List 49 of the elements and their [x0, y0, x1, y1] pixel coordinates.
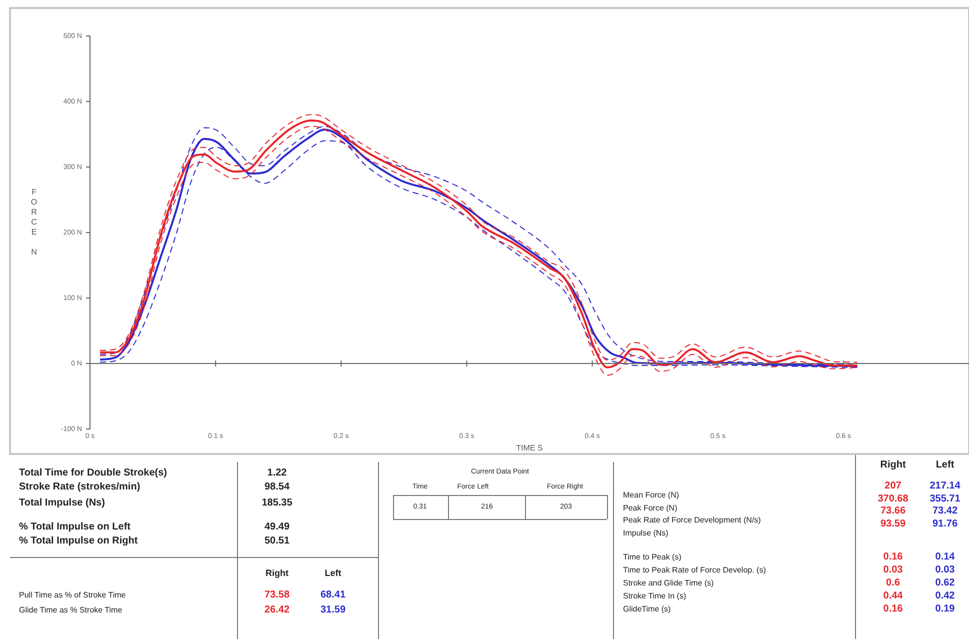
text: 0.6 [886, 578, 900, 588]
text: 0.44 [883, 590, 903, 602]
text: Right [266, 568, 288, 578]
text: 73.42 [932, 506, 958, 516]
text: 73.58 [264, 590, 290, 600]
text: 355.71 [930, 494, 960, 504]
text: 93.59 [880, 518, 906, 530]
text: 0.19 [935, 604, 955, 614]
text: 185.35 [262, 498, 292, 508]
text: 91.76 [932, 518, 958, 530]
text: % Total Impulse on Left [19, 522, 130, 532]
text: Total Time for Double Stroke(s) [19, 468, 167, 478]
text: 0.16 [883, 604, 903, 614]
text: 31.59 [320, 604, 346, 616]
text: Left [324, 568, 342, 578]
text: 217.14 [930, 480, 960, 492]
text: Peak Rate of Force Development (N/s) [623, 516, 761, 524]
text: Stroke Time In (s) [623, 592, 686, 600]
text: Total Impulse (Ns) [19, 498, 105, 508]
text: Mean Force (N) [623, 490, 680, 500]
text: 98.54 [264, 482, 290, 492]
text: Peak Force (N) [623, 504, 678, 512]
text: 0.16 [883, 552, 903, 562]
text: Right [880, 460, 906, 470]
text: Left [936, 460, 954, 470]
text: 68.41 [320, 590, 346, 600]
text: FORCE N [30, 188, 38, 257]
text: Time to Peak (s) [623, 552, 682, 562]
text: 207 [884, 480, 902, 492]
text: 0.14 [935, 552, 955, 562]
text: 1.22 [267, 468, 287, 478]
text: 0.42 [935, 590, 955, 602]
text: 73.66 [880, 506, 906, 516]
text: 0.03 [883, 564, 903, 576]
text: Stroke Rate (strokes/min) [19, 482, 140, 492]
text: Impulse (Ns) [623, 528, 668, 538]
text: Time to Peak Rate of Force Develop. (s) [623, 566, 766, 574]
text: Stroke and Glide Time (s) [623, 578, 714, 588]
x-axis-title: TIME S [516, 443, 543, 452]
text: 0.03 [935, 564, 955, 576]
text: 50.51 [264, 536, 290, 546]
text: 26.42 [264, 604, 290, 616]
text: Glide Time as % Stroke Time [19, 606, 122, 614]
text: 370.68 [878, 494, 908, 504]
text: GlideTime (s) [623, 604, 671, 614]
text: 49.49 [264, 522, 290, 532]
text: 0.62 [935, 578, 955, 588]
text: % Total Impulse on Right [19, 536, 138, 546]
text: Pull Time as % of Stroke Time [19, 590, 126, 600]
